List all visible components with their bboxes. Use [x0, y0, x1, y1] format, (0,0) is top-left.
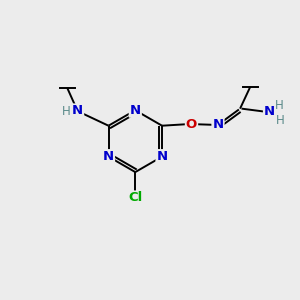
Text: Cl: Cl	[128, 191, 142, 205]
Text: N: N	[130, 104, 141, 117]
Text: H: H	[62, 105, 71, 119]
Text: N: N	[103, 150, 114, 163]
Text: H: H	[275, 114, 284, 127]
Text: N: N	[212, 118, 224, 131]
Text: N: N	[264, 105, 275, 118]
Text: N: N	[157, 150, 168, 163]
Text: O: O	[186, 118, 197, 131]
Text: H: H	[274, 99, 283, 112]
Text: N: N	[72, 104, 83, 118]
